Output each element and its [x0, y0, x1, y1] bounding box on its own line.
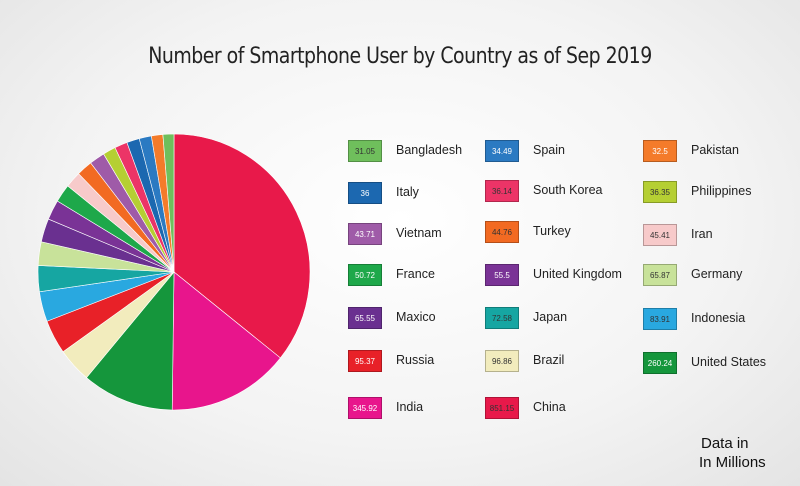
legend-label-vietnam: Vietnam — [396, 226, 442, 240]
legend-swatch-japan: 72.58 — [485, 307, 519, 329]
legend-label-spain: Spain — [533, 143, 565, 157]
legend-label-philippines: Philippines — [691, 184, 752, 198]
legend-label-germany: Germany — [691, 267, 743, 281]
legend-label-turkey: Turkey — [533, 224, 571, 238]
legend-label-brazil: Brazil — [533, 353, 565, 367]
legend-swatch-china: 851.15 — [485, 397, 519, 419]
legend-swatch-south-korea: 36.14 — [485, 180, 519, 202]
legend-label-china: China — [533, 400, 566, 414]
legend-label-france: France — [396, 267, 435, 281]
legend-label-united-states: United States — [691, 355, 767, 369]
legend-swatch-russia: 95.37 — [348, 350, 382, 372]
legend-swatch-italy: 36 — [348, 182, 382, 204]
legend-label-indonesia: Indonesia — [691, 311, 746, 325]
legend-swatch-turkey: 44.76 — [485, 221, 519, 243]
legend-swatch-indonesia: 83.91 — [643, 308, 677, 330]
legend-swatch-bangladesh: 31.05 — [348, 140, 382, 162]
pie-slice-bangladesh — [162, 133, 175, 273]
legend-swatch-vietnam: 43.71 — [348, 223, 382, 245]
legend-swatch-brazil: 96.86 — [485, 350, 519, 372]
legend-label-maxico: Maxico — [396, 310, 436, 324]
pie-slice-united-states — [86, 271, 175, 411]
units-note-line-1: Data in — [701, 435, 749, 452]
legend-swatch-france: 50.72 — [348, 264, 382, 286]
chart-title: Number of Smartphone User by Country as … — [148, 44, 652, 69]
legend-swatch-pakistan: 32.5 — [643, 140, 677, 162]
legend-swatch-united-kingdom: 55.5 — [485, 264, 519, 286]
legend-label-united-kingdom: United Kingdom — [533, 267, 622, 281]
pie-slice-india — [171, 271, 281, 411]
legend-label-italy: Italy — [396, 185, 419, 199]
legend-label-japan: Japan — [533, 310, 568, 324]
legend-label-india: India — [396, 400, 424, 414]
legend-swatch-spain: 34.49 — [485, 140, 519, 162]
legend-swatch-india: 345.92 — [348, 397, 382, 419]
legend-swatch-maxico: 65.55 — [348, 307, 382, 329]
legend-swatch-united-states: 260.24 — [643, 352, 677, 374]
legend-label-south-korea: South Korea — [533, 183, 603, 197]
legend-label-pakistan: Pakistan — [691, 143, 739, 157]
units-note: Data in In Millions — [699, 434, 766, 472]
legend-swatch-philippines: 36.35 — [643, 181, 677, 203]
legend-swatch-germany: 65.87 — [643, 264, 677, 286]
pie-slice-china — [173, 133, 311, 359]
legend-label-iran: Iran — [691, 227, 713, 241]
legend-swatch-iran: 45.41 — [643, 224, 677, 246]
legend-label-bangladesh: Bangladesh — [396, 143, 463, 157]
legend-label-russia: Russia — [396, 353, 435, 367]
units-note-line-2: In Millions — [699, 454, 766, 471]
